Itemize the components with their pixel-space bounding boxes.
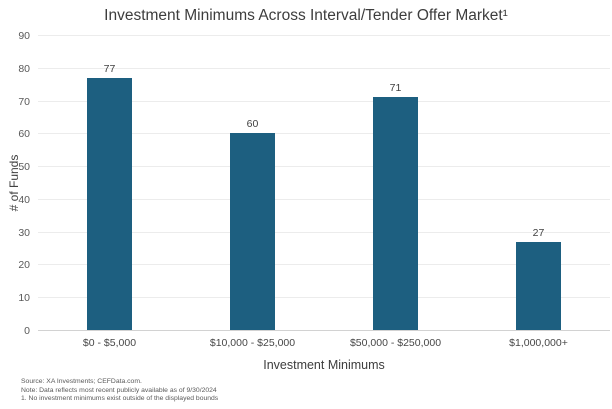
x-tick-label: $10,000 - $25,000 xyxy=(209,337,296,349)
bar-value-label: 71 xyxy=(389,82,402,95)
y-tick-label: 0 xyxy=(24,325,30,337)
gridline xyxy=(38,35,610,36)
gridline xyxy=(38,264,610,266)
x-axis-tick-labels: $0 - $5,000 $10,000 - $25,000 $50,000 - $2… xyxy=(38,337,610,351)
bar-value-label: 27 xyxy=(532,226,545,239)
y-tick-label: 40 xyxy=(18,193,30,206)
bar xyxy=(230,133,275,330)
bar-value-label: 77 xyxy=(103,62,116,75)
x-tick-label: $50,000 - $250,000 xyxy=(349,337,442,349)
gridline xyxy=(38,231,610,233)
y-tick-label: 80 xyxy=(18,62,30,75)
y-tick-label: 30 xyxy=(18,226,30,239)
bar xyxy=(87,77,132,330)
x-tick-label: $1,000,000+ xyxy=(509,337,568,349)
gridline xyxy=(38,133,610,135)
y-axis-tick-labels: 0 10 20 30 40 50 60 70 80 90 xyxy=(0,30,30,337)
gridline xyxy=(38,100,610,102)
chart-title: Investment Minimums Across Interval/Tend… xyxy=(104,7,508,24)
gridline xyxy=(38,198,610,200)
footnote-1-line: 1. No investment minimums exist outside … xyxy=(21,395,219,403)
gridline xyxy=(38,166,610,168)
y-tick-label: 50 xyxy=(18,161,30,174)
gridline xyxy=(38,297,610,299)
bar xyxy=(516,241,561,330)
y-tick-label: 20 xyxy=(18,259,30,272)
y-tick-label: 70 xyxy=(18,95,30,108)
plot-area: 77 60 71 27 xyxy=(38,35,610,331)
y-tick-label: 90 xyxy=(18,30,30,42)
footnotes: Source: XA Investments; CEFData.com. Not… xyxy=(21,378,218,404)
x-tick-label: $0 - $5,000 xyxy=(82,337,137,349)
y-tick-label: 10 xyxy=(18,292,30,305)
y-tick-label: 60 xyxy=(18,128,30,141)
gridline xyxy=(38,67,610,69)
bar xyxy=(373,97,418,330)
source-line: Source: XA Investments; CEFData.com. xyxy=(21,378,142,385)
x-axis-title: Investment Minimums xyxy=(263,358,385,372)
bar-value-label: 60 xyxy=(246,118,259,131)
note-line: Note: Data reflects most recent publicly… xyxy=(21,386,217,394)
x-axis-line xyxy=(38,330,610,331)
